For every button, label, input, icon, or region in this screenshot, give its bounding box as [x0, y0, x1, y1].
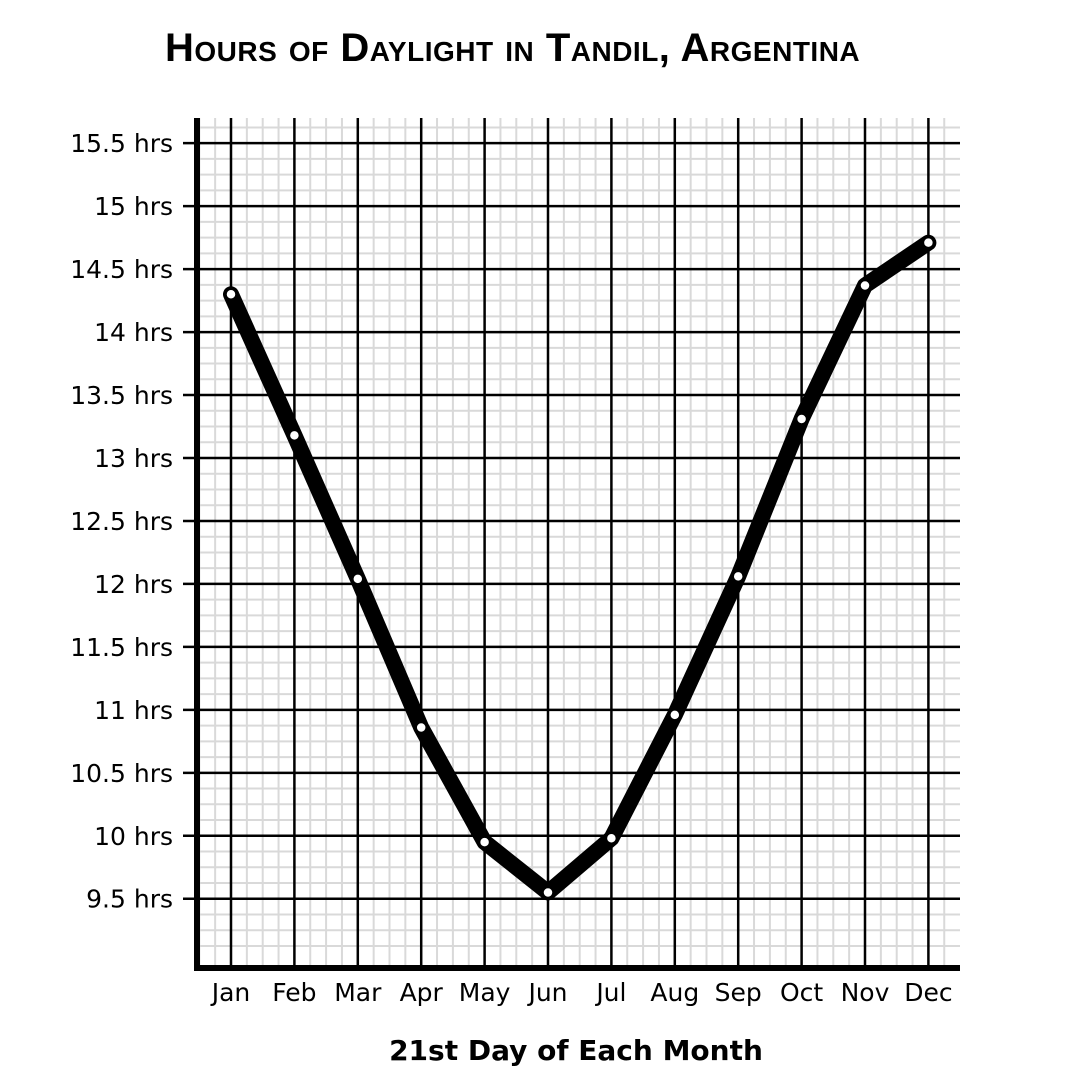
y-tick-label: 14 hrs — [94, 318, 173, 347]
y-tick-label: 10.5 hrs — [70, 759, 173, 788]
x-tick-label: Jun — [526, 978, 567, 1007]
x-tick-label: Sep — [715, 978, 762, 1007]
x-tick-label: Mar — [334, 978, 382, 1007]
x-axis-ticks: Jan Feb Mar Apr May Jun Jul Aug Sep Oct Nov Dec — [210, 978, 953, 1007]
y-tick-label: 10 hrs — [94, 822, 173, 851]
x-axis-title: 21st Day of Each Month — [389, 1034, 763, 1067]
y-tick-label: 15.5 hrs — [70, 129, 173, 158]
y-tick-label: 11.5 hrs — [70, 633, 173, 662]
y-tick-label: 12.5 hrs — [70, 507, 173, 536]
x-tick-label: Dec — [904, 978, 952, 1007]
y-tick-label: 13 hrs — [94, 444, 173, 473]
data-point — [668, 708, 682, 722]
x-tick-label: Jan — [210, 978, 251, 1007]
series-line — [223, 234, 937, 901]
y-tick-label: 13.5 hrs — [70, 381, 173, 410]
axes — [194, 118, 960, 971]
data-point — [351, 572, 365, 586]
y-tick-label: 12 hrs — [94, 570, 173, 599]
data-point — [604, 831, 619, 846]
y-tick-label: 14.5 hrs — [70, 255, 173, 284]
data-point — [224, 287, 238, 302]
data-point — [477, 835, 492, 849]
data-point — [921, 235, 936, 250]
data-point — [794, 412, 809, 426]
x-tick-label: Jul — [594, 978, 626, 1007]
chart-title: Hours of Daylight in Tandil, Argentina — [165, 26, 861, 70]
x-tick-label: Apr — [400, 978, 444, 1007]
series-group — [223, 234, 937, 901]
data-point — [731, 569, 745, 584]
data-point — [541, 885, 555, 900]
major-grid — [183, 118, 960, 968]
x-tick-label: Oct — [780, 978, 823, 1007]
data-point — [414, 720, 428, 735]
minor-grid — [197, 118, 960, 968]
y-tick-label: 15 hrs — [94, 192, 173, 221]
x-tick-label: Feb — [272, 978, 316, 1007]
y-tick-label: 11 hrs — [94, 696, 173, 725]
x-tick-label: May — [459, 978, 511, 1007]
data-point — [287, 428, 302, 443]
data-point — [858, 278, 872, 293]
y-tick-label: 9.5 hrs — [86, 885, 173, 914]
y-axis-ticks: 9.5 hrs 10 hrs 10.5 hrs 11 hrs 11.5 hrs 12 hr… — [70, 129, 173, 914]
x-tick-label: Aug — [650, 978, 699, 1007]
x-tick-label: Nov — [841, 978, 890, 1007]
